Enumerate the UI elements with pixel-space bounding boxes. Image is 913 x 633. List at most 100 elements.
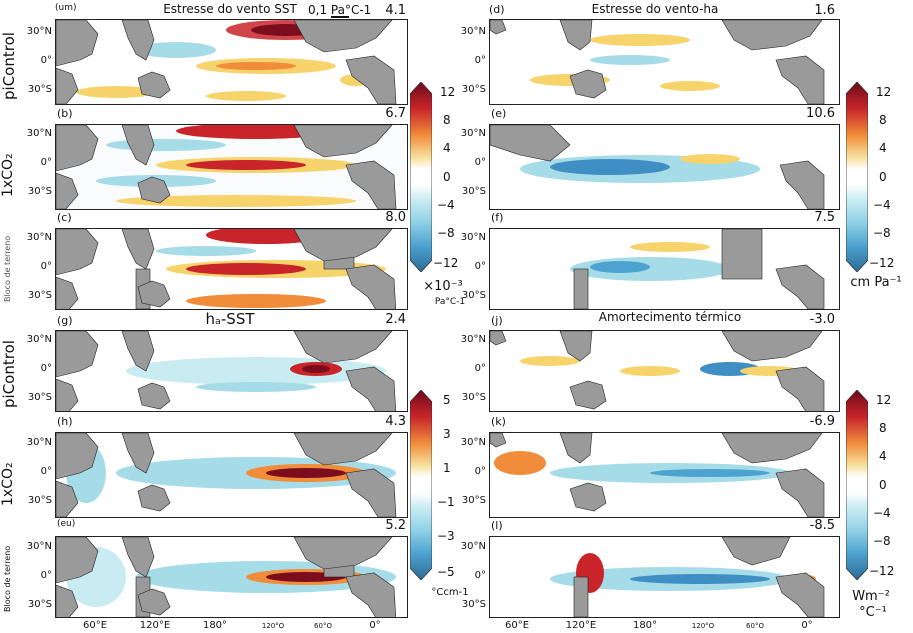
colorbar-unit-bottom: °C⁻¹ xyxy=(859,605,887,620)
scale-arrow xyxy=(331,16,349,18)
lat-label: 30°N xyxy=(460,128,486,139)
lat-label: 30°N xyxy=(460,334,486,345)
lon-label: 180° xyxy=(632,620,658,631)
lon-label: 120°O xyxy=(691,622,715,630)
map-panel-e xyxy=(489,124,840,210)
panel-g-value: 2.4 xyxy=(385,312,406,327)
lat-label: 0° xyxy=(474,261,486,272)
panel-j-label: (j) xyxy=(491,314,503,327)
lat-label: 30°S xyxy=(461,599,486,610)
colorbar-tick: −12 xyxy=(433,256,459,270)
panel-d-title: Estresse do vento-ha xyxy=(591,2,719,16)
lat-label: 0° xyxy=(474,570,486,581)
lat-label: 0° xyxy=(474,363,486,374)
row-label-terrain-bottom: Bloco de terreno xyxy=(3,545,12,612)
colorbar-tick: 4 xyxy=(879,141,887,155)
colorbar-unit: cm Pa⁻¹ xyxy=(850,275,902,290)
lat-label: 0° xyxy=(40,363,52,374)
lat-label: 30°N xyxy=(26,334,52,345)
lat-label: 30°S xyxy=(27,392,52,403)
colorbar-unit: °Ccm-1 xyxy=(431,587,469,598)
colorbar-tick: 12 xyxy=(440,85,456,99)
lat-label: 30°N xyxy=(460,541,486,552)
colorbar-tick: 8 xyxy=(443,113,451,127)
map-panel-g xyxy=(55,330,408,412)
lat-label: 30°S xyxy=(461,290,486,301)
map-panel-l xyxy=(489,536,840,618)
map-panel-j xyxy=(489,330,840,412)
panel-h-label: (h) xyxy=(57,415,73,428)
lat-label: 30°N xyxy=(26,541,52,552)
lat-label: 30°S xyxy=(27,599,52,610)
panel-a-scale-label: 0,1 Pa°C-1 xyxy=(308,3,372,17)
lon-label: 60°E xyxy=(82,620,108,631)
panel-f-label: (f) xyxy=(491,211,504,224)
lat-label: 30°S xyxy=(27,186,52,197)
lon-label: 60°O xyxy=(314,622,332,630)
lat-label: 0° xyxy=(474,157,486,168)
lat-label: 30°S xyxy=(461,186,486,197)
colorbar-unit-top: Wm⁻² xyxy=(852,589,890,604)
map-panel-b xyxy=(55,124,408,210)
panel-e-value: 10.6 xyxy=(806,106,835,121)
colorbar-tick: −4 xyxy=(873,198,891,212)
panel-b-value: 6.7 xyxy=(385,106,406,121)
colorbar-tick: −8 xyxy=(873,534,891,548)
map-panel-d xyxy=(489,19,840,105)
colorbar-wind-sst xyxy=(409,81,433,273)
colorbar-tick: 1 xyxy=(443,461,451,475)
lon-label: 0° xyxy=(369,620,381,631)
panel-k-label: (k) xyxy=(491,415,506,428)
panel-j-value: -3.0 xyxy=(809,312,835,327)
lon-label: 120°E xyxy=(139,620,171,631)
colorbar-tick: 4 xyxy=(443,141,451,155)
lat-label: 30°N xyxy=(26,26,52,37)
colorbar-tick: −3 xyxy=(437,529,455,543)
lat-label: 0° xyxy=(40,570,52,581)
colorbar-tick: 4 xyxy=(879,449,887,463)
lat-label: 30°N xyxy=(26,437,52,448)
lat-label: 0° xyxy=(474,466,486,477)
map-panel-f xyxy=(489,228,840,310)
map-panel-k xyxy=(489,432,840,518)
panel-f-value: 7.5 xyxy=(814,210,835,225)
panel-d-value: 1.6 xyxy=(814,3,835,18)
row-label-co2-bottom: 1xCO₂ xyxy=(0,462,16,506)
lat-label: 0° xyxy=(40,157,52,168)
lat-label: 30°S xyxy=(27,290,52,301)
colorbar-tick: 0 xyxy=(879,478,887,492)
lat-label: 30°N xyxy=(460,232,486,243)
map-panel-h xyxy=(55,432,408,518)
colorbar-tick: 8 xyxy=(879,113,887,127)
lat-label: 0° xyxy=(40,466,52,477)
panel-c-label: (c) xyxy=(57,211,72,224)
row-label-picontrol-top: piControl xyxy=(0,32,18,100)
colorbar-tick: −4 xyxy=(873,506,891,520)
panel-k-value: -6.9 xyxy=(809,414,835,429)
panel-e-label: (e) xyxy=(491,107,507,120)
lat-label: 30°S xyxy=(27,84,52,95)
lat-label: 30°S xyxy=(27,495,52,506)
colorbar-tick: 0 xyxy=(879,170,887,184)
colorbar-tick: 5 xyxy=(443,393,451,407)
colorbar-tick: 3 xyxy=(443,427,451,441)
colorbar-tick: 8 xyxy=(879,421,887,435)
panel-h-value: 4.3 xyxy=(385,414,406,429)
lat-label: 30°N xyxy=(26,232,52,243)
lat-label: 0° xyxy=(40,261,52,272)
colorbar-tick: −5 xyxy=(437,565,455,579)
lat-label: 30°N xyxy=(26,128,52,139)
lon-label: 120°E xyxy=(565,620,597,631)
panel-c-value: 8.0 xyxy=(385,210,406,225)
lon-label: 0° xyxy=(801,620,813,631)
colorbar-tick: −1 xyxy=(437,495,455,509)
lon-label: 180° xyxy=(202,620,228,631)
lat-label: 30°N xyxy=(460,26,486,37)
colorbar-tick: −12 xyxy=(869,564,895,578)
panel-d-label: (d) xyxy=(489,3,505,16)
colorbar-ha-sst xyxy=(409,389,433,581)
colorbar-unit-bottom: Pa°C-1 xyxy=(434,297,466,307)
panel-g-title: hₐ-SST xyxy=(205,310,255,328)
colorbar-tick: 12 xyxy=(876,393,892,407)
panel-a-value: 4.1 xyxy=(385,3,406,18)
